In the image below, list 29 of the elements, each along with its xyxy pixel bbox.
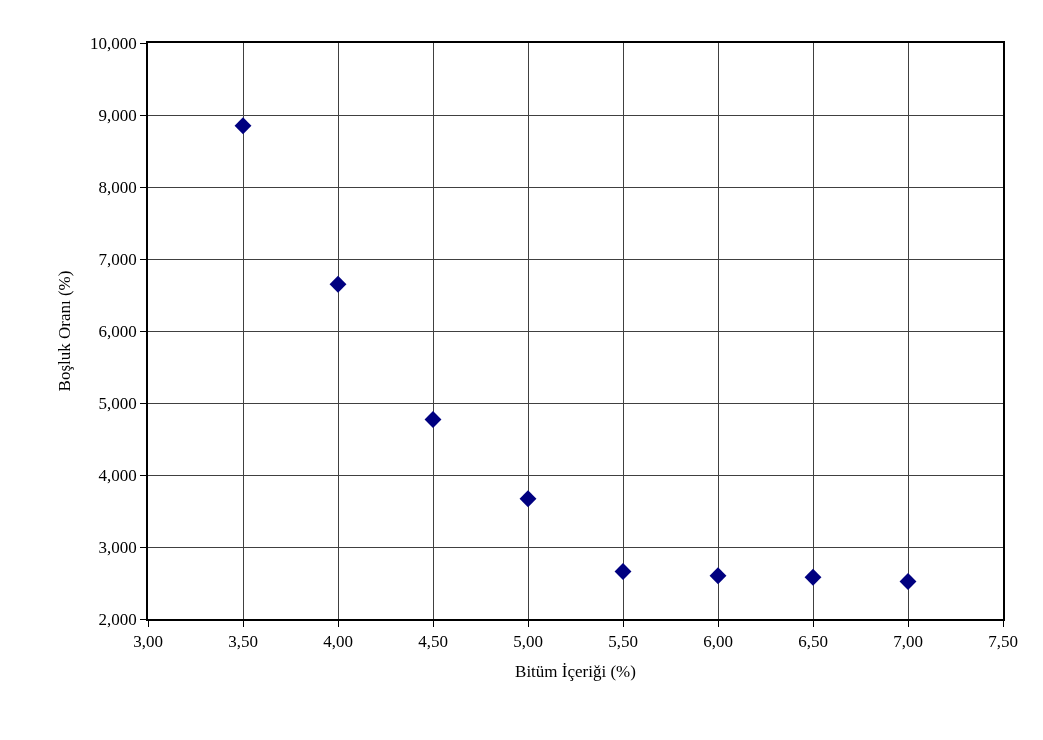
x-tick-label: 7,00	[893, 632, 923, 652]
y-tick-label: 9,000	[98, 105, 137, 125]
y-tick-label: 4,000	[98, 465, 137, 485]
y-tick-label: 5,000	[98, 393, 137, 413]
x-tick-label: 3,00	[133, 632, 163, 652]
point	[899, 573, 917, 591]
point	[234, 117, 252, 135]
x-tick-label: 4,00	[323, 632, 353, 652]
y-tick-label: 3,000	[98, 537, 137, 557]
point	[329, 275, 347, 293]
y-tick-label: 6,000	[98, 321, 137, 341]
point	[519, 490, 537, 508]
x-tick-label: 6,00	[703, 632, 733, 652]
point	[804, 568, 822, 586]
x-tick-label: 6,50	[798, 632, 828, 652]
y-axis-title: Boşluk Oranı (%)	[55, 270, 75, 392]
y-tick-label: 10,000	[90, 33, 137, 53]
x-tick-label: 5,00	[513, 632, 543, 652]
x-tick-label: 7,50	[988, 632, 1018, 652]
y-tick-label: 2,000	[98, 609, 137, 629]
x-tick-label: 3,50	[228, 632, 258, 652]
point	[424, 411, 442, 429]
point	[709, 567, 727, 585]
y-tick-label: 7,000	[98, 249, 137, 269]
x-axis-title: Bitüm İçeriği (%)	[515, 662, 636, 682]
x-tick-label: 4,50	[418, 632, 448, 652]
point	[614, 563, 632, 580]
x-tick-label: 5,50	[608, 632, 638, 652]
y-tick-label: 8,000	[98, 177, 137, 197]
